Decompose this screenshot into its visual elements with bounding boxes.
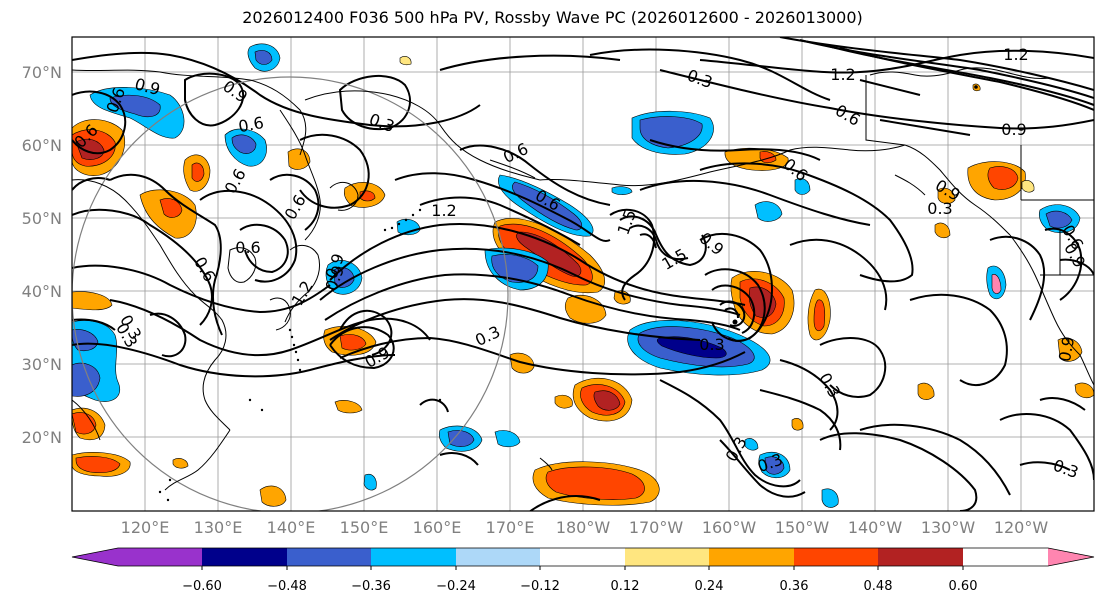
lat-label: 30°N xyxy=(22,355,62,374)
colorbar-tick-label: 0.48 xyxy=(864,579,893,594)
coastlines xyxy=(72,67,1094,491)
map-panel: 0.9 0.9 1.2 0.9 0.6 0.3 0.3 0.6 0.6 0.6 … xyxy=(72,37,1094,511)
lon-label: 170°E xyxy=(486,518,535,537)
lat-label: 60°N xyxy=(22,136,62,155)
lat-label: 20°N xyxy=(22,428,62,447)
colorbar-segment xyxy=(118,548,202,566)
colorbar-tick-label: 0.60 xyxy=(949,579,978,594)
lat-label: 70°N xyxy=(22,63,62,82)
map-frame xyxy=(71,36,1095,512)
pv-anomaly-fills xyxy=(72,43,1094,508)
colorbar-tick-label: 0.12 xyxy=(611,579,640,594)
lon-label: 140°E xyxy=(267,518,316,537)
contour-label: 0.3 xyxy=(699,335,724,354)
colorbar-segment xyxy=(878,548,963,566)
colorbar xyxy=(71,547,1095,570)
contour-label: 0.6 xyxy=(235,238,260,257)
lon-label: 150°W xyxy=(775,518,830,537)
lon-label: 180°W xyxy=(556,518,611,537)
colorbar-segment xyxy=(709,548,794,566)
colorbar-tick-label: −0.24 xyxy=(436,579,476,594)
contour-label: 1.2 xyxy=(1003,45,1028,64)
colorbar-segment xyxy=(202,548,287,566)
colorbar-ticks: −0.60 −0.48 −0.36 −0.24 −0.12 0.12 0.24 … xyxy=(182,579,977,594)
colorbar-tick-label: 0.36 xyxy=(780,579,809,594)
colorbar-segment xyxy=(794,548,878,566)
colorbar-segment xyxy=(456,548,540,566)
lat-label: 50°N xyxy=(22,209,62,228)
colorbar-outline xyxy=(71,547,1095,567)
lon-label: 120°E xyxy=(121,518,170,537)
colorbar-segment xyxy=(625,548,709,566)
colorbar-tick-label: −0.12 xyxy=(520,579,560,594)
colorbar-tick-label: −0.60 xyxy=(182,579,222,594)
lon-label: 120°W xyxy=(994,518,1049,537)
radius-circle xyxy=(72,76,509,511)
lon-label: 160°E xyxy=(413,518,462,537)
islands xyxy=(158,85,978,502)
colorbar-segment xyxy=(371,548,456,566)
colorbar-extend-max xyxy=(1048,548,1094,566)
contour-label: 0.9 xyxy=(1055,335,1078,363)
colorbar-tick-label: −0.48 xyxy=(267,579,307,594)
lon-label: 130°E xyxy=(194,518,243,537)
lon-label: 160°W xyxy=(702,518,757,537)
contour-label: 1.2 xyxy=(431,201,456,220)
longitude-labels: 120°E 130°E 140°E 150°E 160°E 170°E 180°… xyxy=(121,518,1049,537)
lat-label: 40°N xyxy=(22,282,62,301)
colorbar-extend-min xyxy=(72,548,118,566)
colorbar-tick-label: −0.36 xyxy=(351,579,391,594)
colorbar-tick-label: 0.24 xyxy=(695,579,724,594)
lon-label: 140°W xyxy=(848,518,903,537)
colorbar-segment xyxy=(540,548,625,566)
lon-label: 130°W xyxy=(921,518,976,537)
contour-label: 0.6 xyxy=(237,113,265,136)
lon-label: 150°E xyxy=(340,518,389,537)
contour-label: 1.2 xyxy=(830,65,855,84)
map-title: 2026012400 F036 500 hPa PV, Rossby Wave … xyxy=(242,8,863,27)
contour-label: 0.9 xyxy=(1001,120,1026,139)
contour-label: 0.3 xyxy=(927,199,952,218)
latitude-labels: 70°N 60°N 50°N 40°N 30°N 20°N xyxy=(22,63,62,447)
lon-label: 170°W xyxy=(629,518,684,537)
pv-contours xyxy=(72,37,1094,511)
colorbar-segment xyxy=(287,548,371,566)
